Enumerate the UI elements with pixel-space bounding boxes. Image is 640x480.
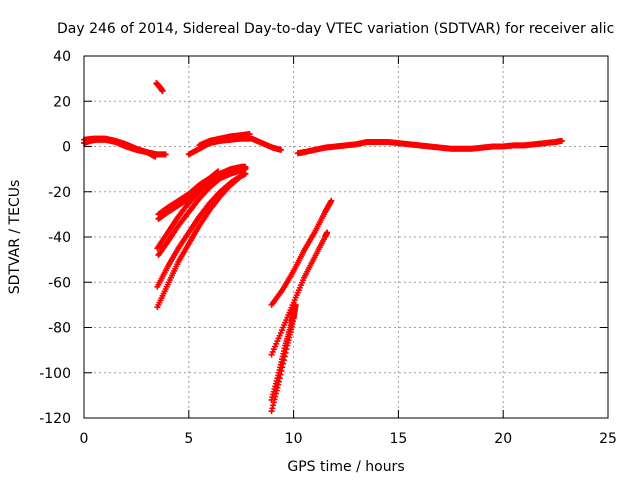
series-12 [268,197,335,308]
grid [84,56,608,418]
series-15 [268,301,299,415]
y-tick-label: -20 [48,185,71,201]
y-tick-label: -60 [48,275,71,291]
data-point [162,151,169,158]
data-point [281,353,288,360]
y-tick-label: -80 [48,321,71,337]
y-tick-label: 40 [53,49,71,65]
x-tick-label: 5 [184,431,193,447]
chart-title: Day 246 of 2014, Sidereal Day-to-day VTE… [57,21,614,37]
data-point [280,360,287,367]
series-8 [155,166,249,259]
x-axis-label: GPS time / hours [287,459,404,475]
data-point [278,367,285,374]
y-tick-label: 20 [53,94,71,110]
series-1 [81,135,159,160]
series-4 [196,131,253,149]
series-2 [153,80,166,95]
tick-labels: 0 5 10 15 20 25 -120 -100 -80 -60 -40 -20 0 20 40 [39,49,617,447]
data-point [282,349,289,356]
series-13 [268,229,331,358]
data-point [275,378,282,385]
data-point [246,131,253,138]
y-tick-label: -100 [39,366,71,382]
data-point [283,346,290,353]
data-point [276,375,283,382]
data-points [81,80,565,415]
x-tick-label: 10 [285,431,303,447]
data-point [277,371,284,378]
data-point [159,88,166,95]
data-point [279,364,286,371]
y-axis-label: SDTVAR / TECUs [7,180,23,295]
data-point [328,197,335,204]
y-tick-label: -40 [48,230,71,246]
x-tick-label: 25 [599,431,617,447]
data-point [278,146,285,153]
series-11 [294,137,565,157]
data-point [280,357,287,364]
x-tick-label: 20 [494,431,512,447]
ticks [83,55,609,419]
x-tick-label: 0 [80,431,89,447]
data-point [152,153,159,160]
data-point [292,301,299,308]
y-tick-label: -120 [39,411,71,427]
series-10 [154,170,249,311]
data-point [324,229,331,236]
data-point [558,137,565,144]
y-tick-label: 0 [62,140,71,156]
x-tick-label: 15 [389,431,407,447]
data-point [242,170,249,177]
